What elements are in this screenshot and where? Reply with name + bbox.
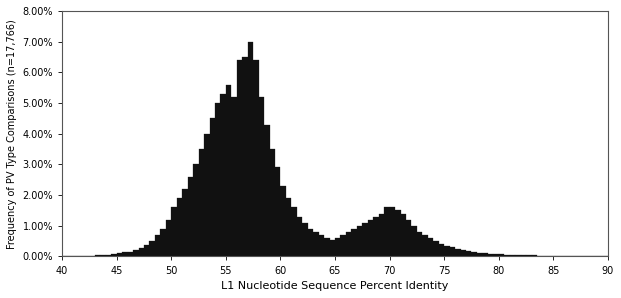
- Bar: [412, 226, 417, 257]
- Bar: [199, 149, 204, 257]
- Bar: [433, 241, 439, 257]
- Bar: [160, 229, 166, 257]
- Bar: [308, 229, 313, 257]
- Bar: [520, 255, 526, 257]
- Bar: [128, 252, 133, 257]
- Bar: [258, 97, 264, 257]
- Bar: [232, 97, 237, 257]
- Bar: [193, 164, 199, 257]
- Bar: [357, 226, 362, 257]
- Bar: [84, 256, 89, 257]
- Bar: [340, 235, 346, 257]
- Bar: [362, 223, 368, 257]
- Bar: [450, 247, 455, 257]
- Bar: [471, 252, 477, 257]
- Bar: [302, 223, 308, 257]
- Bar: [248, 42, 253, 257]
- Bar: [532, 255, 537, 257]
- Bar: [220, 94, 226, 257]
- Bar: [351, 229, 357, 257]
- Bar: [510, 255, 515, 257]
- Bar: [389, 207, 395, 257]
- Bar: [171, 207, 177, 257]
- Bar: [78, 256, 84, 257]
- Bar: [428, 238, 433, 257]
- Bar: [150, 241, 155, 257]
- Bar: [133, 250, 138, 257]
- Bar: [483, 253, 488, 257]
- Bar: [264, 125, 270, 257]
- Bar: [401, 213, 406, 257]
- Bar: [564, 256, 569, 257]
- Bar: [569, 256, 575, 257]
- Bar: [111, 254, 117, 257]
- Bar: [144, 245, 150, 257]
- Bar: [319, 235, 324, 257]
- Bar: [89, 256, 95, 257]
- Bar: [209, 118, 215, 257]
- Bar: [461, 250, 466, 257]
- Bar: [379, 213, 384, 257]
- Bar: [422, 235, 428, 257]
- Bar: [226, 85, 232, 257]
- Bar: [182, 189, 188, 257]
- Bar: [253, 60, 258, 257]
- Bar: [526, 255, 532, 257]
- Bar: [281, 186, 286, 257]
- Bar: [101, 255, 106, 257]
- Bar: [166, 220, 171, 257]
- Bar: [204, 134, 209, 257]
- Bar: [384, 207, 389, 257]
- Bar: [286, 198, 291, 257]
- Bar: [335, 238, 340, 257]
- Bar: [155, 235, 160, 257]
- Bar: [215, 103, 220, 257]
- Bar: [373, 217, 379, 257]
- Bar: [330, 240, 335, 257]
- Bar: [324, 238, 330, 257]
- Bar: [439, 244, 444, 257]
- Bar: [73, 256, 78, 257]
- Bar: [275, 167, 281, 257]
- Bar: [122, 252, 128, 257]
- Bar: [297, 217, 302, 257]
- Bar: [346, 232, 351, 257]
- Bar: [117, 253, 122, 257]
- Bar: [106, 254, 111, 257]
- Bar: [237, 60, 242, 257]
- Bar: [95, 255, 101, 257]
- Y-axis label: Frequency of PV Type Comparisons (n=17,766): Frequency of PV Type Comparisons (n=17,7…: [7, 19, 17, 249]
- Bar: [466, 251, 471, 257]
- Bar: [548, 256, 553, 257]
- Bar: [177, 198, 182, 257]
- Bar: [553, 256, 559, 257]
- Bar: [488, 254, 493, 257]
- Bar: [504, 254, 510, 257]
- Bar: [368, 220, 373, 257]
- Bar: [313, 232, 319, 257]
- Bar: [499, 254, 504, 257]
- Bar: [68, 256, 73, 257]
- X-axis label: L1 Nucleotide Sequence Percent Identity: L1 Nucleotide Sequence Percent Identity: [221, 281, 449, 291]
- Bar: [138, 248, 144, 257]
- Bar: [537, 256, 542, 257]
- Bar: [477, 253, 483, 257]
- Bar: [493, 254, 499, 257]
- Bar: [455, 249, 461, 257]
- Bar: [542, 256, 548, 257]
- Bar: [291, 207, 297, 257]
- Bar: [444, 246, 450, 257]
- Bar: [515, 255, 520, 257]
- Bar: [242, 57, 248, 257]
- Bar: [559, 256, 564, 257]
- Bar: [188, 177, 193, 257]
- Bar: [406, 220, 412, 257]
- Bar: [270, 149, 275, 257]
- Bar: [417, 232, 422, 257]
- Bar: [395, 210, 401, 257]
